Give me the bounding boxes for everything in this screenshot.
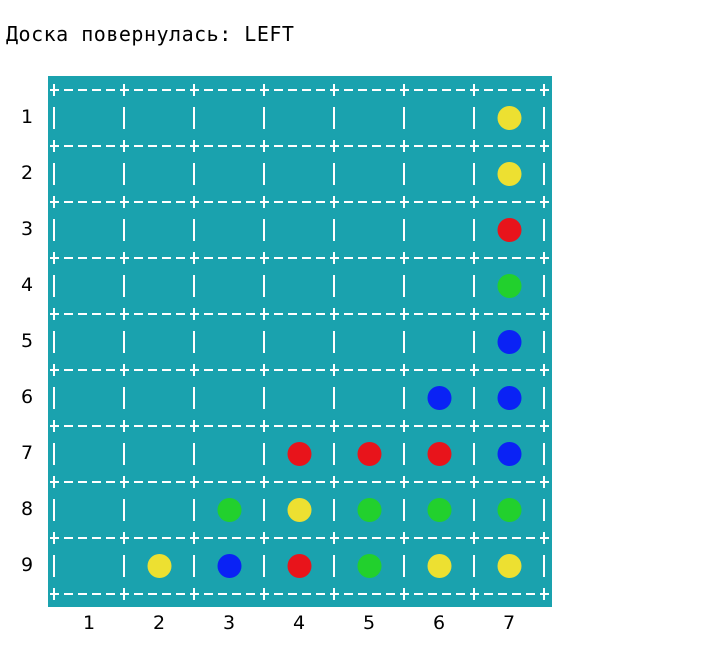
- column-label: 5: [362, 612, 376, 634]
- piece-green-r8-c6: [427, 498, 452, 522]
- piece-blue-r6-c7: [497, 386, 522, 410]
- piece-red-r3-c7: [497, 218, 522, 242]
- row-label: 1: [20, 106, 34, 128]
- column-label: 7: [502, 612, 516, 634]
- piece-green-r9-c5: [357, 554, 382, 578]
- piece-yellow-r9-c7: [497, 554, 522, 578]
- piece-red-r9-c4: [287, 554, 312, 578]
- board-grid: [50, 84, 550, 600]
- piece-yellow-r8-c4: [287, 498, 312, 522]
- piece-yellow-r9-c2: [147, 554, 172, 578]
- row-label: 8: [20, 498, 34, 520]
- row-label: 7: [20, 442, 34, 464]
- piece-red-r7-c4: [287, 442, 312, 466]
- piece-red-r7-c6: [427, 442, 452, 466]
- piece-green-r4-c7: [497, 274, 522, 298]
- piece-blue-r7-c7: [497, 442, 522, 466]
- piece-yellow-r1-c7: [497, 106, 522, 130]
- piece-blue-r9-c3: [217, 554, 242, 578]
- piece-blue-r5-c7: [497, 330, 522, 354]
- column-label: 6: [432, 612, 446, 634]
- row-label: 3: [20, 218, 34, 240]
- row-label: 9: [20, 554, 34, 576]
- column-label: 2: [152, 612, 166, 634]
- piece-yellow-r9-c6: [427, 554, 452, 578]
- piece-green-r8-c3: [217, 498, 242, 522]
- column-label: 1: [82, 612, 96, 634]
- piece-green-r8-c7: [497, 498, 522, 522]
- column-label: 3: [222, 612, 236, 634]
- status-line: Доска повернулась: LEFT: [6, 22, 295, 46]
- piece-blue-r6-c6: [427, 386, 452, 410]
- game-board[interactable]: [48, 76, 552, 607]
- row-label: 5: [20, 330, 34, 352]
- row-label: 2: [20, 162, 34, 184]
- piece-green-r8-c5: [357, 498, 382, 522]
- row-label: 4: [20, 274, 34, 296]
- column-label: 4: [292, 612, 306, 634]
- piece-red-r7-c5: [357, 442, 382, 466]
- piece-yellow-r2-c7: [497, 162, 522, 186]
- row-label: 6: [20, 386, 34, 408]
